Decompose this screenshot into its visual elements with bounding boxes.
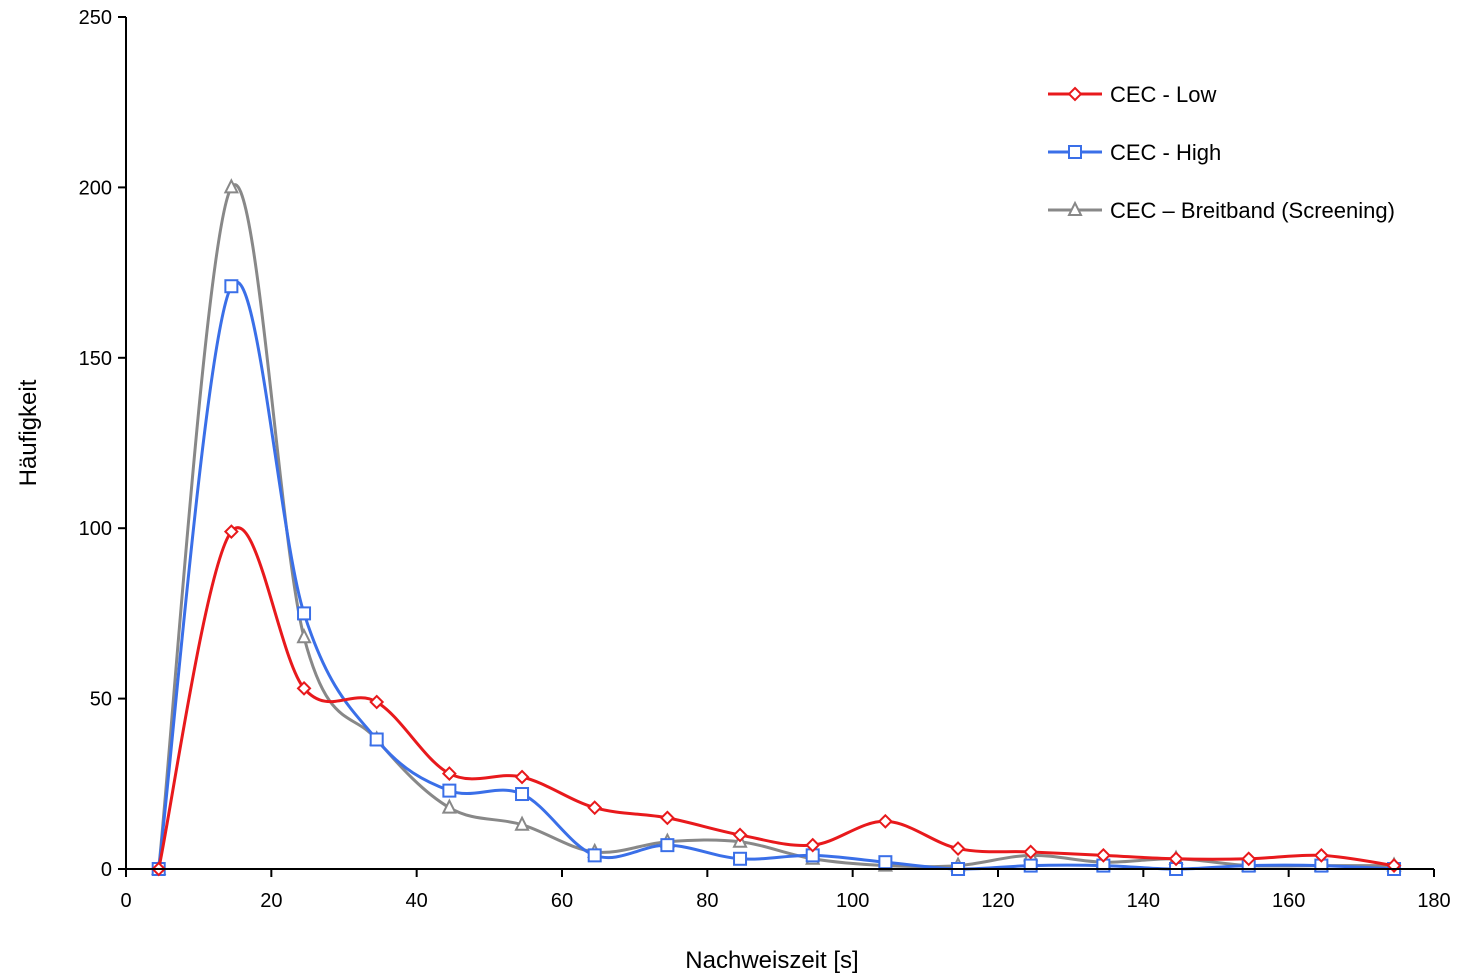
- legend-label: CEC - Low: [1110, 82, 1216, 107]
- data-point: [733, 851, 748, 866]
- data-point: [514, 769, 530, 785]
- legend-item: CEC - High: [1048, 140, 1221, 165]
- x-tick-label: 120: [981, 890, 1014, 912]
- x-tick-label: 0: [120, 890, 131, 912]
- data-point: [1168, 851, 1184, 867]
- data-point: [515, 787, 530, 802]
- series-line: [157, 280, 1395, 871]
- y-tick-label: 250: [79, 7, 112, 29]
- data-point: [369, 732, 384, 747]
- y-axis-title: Häufigkeit: [15, 379, 42, 486]
- data-point: [296, 628, 312, 644]
- series-line: [157, 526, 1395, 870]
- data-point: [587, 848, 602, 863]
- series-2: [151, 178, 1402, 875]
- legend-item: CEC - Low: [1048, 82, 1216, 107]
- data-point: [660, 838, 675, 853]
- y-tick-label: 50: [90, 689, 112, 711]
- legend-item: CEC – Breitband (Screening): [1048, 198, 1395, 223]
- legend-marker: [1067, 200, 1083, 216]
- data-point: [441, 766, 457, 781]
- series-0: [151, 524, 1402, 877]
- data-point: [297, 606, 312, 621]
- y-tick-label: 0: [101, 859, 112, 881]
- x-tick-label: 140: [1127, 890, 1160, 912]
- series-layer: [151, 178, 1402, 877]
- data-point: [296, 680, 312, 696]
- x-tick-label: 20: [260, 890, 282, 912]
- legend-marker: [1067, 86, 1083, 102]
- data-point: [514, 815, 530, 831]
- x-tick-label: 100: [836, 890, 869, 912]
- axes: 0 20 40 60 80 100 120 140 160 180 0 50 100 150 200 250: [79, 7, 1451, 912]
- series-1: [151, 279, 1402, 876]
- data-point: [1241, 851, 1257, 867]
- data-point: [950, 841, 966, 856]
- data-point: [1095, 847, 1111, 863]
- legend-label: CEC – Breitband (Screening): [1110, 198, 1395, 223]
- series-line: [157, 183, 1395, 870]
- data-point: [223, 524, 239, 540]
- x-tick-label: 60: [551, 890, 573, 912]
- x-tick-label: 160: [1272, 890, 1305, 912]
- data-point: [805, 837, 821, 853]
- x-tick-label: 180: [1417, 890, 1450, 912]
- data-point: [659, 810, 675, 826]
- data-point: [441, 798, 457, 814]
- x-tick-label: 40: [406, 890, 428, 912]
- x-tick-label: 80: [696, 890, 718, 912]
- x-axis-title: Nachweiszeit [s]: [685, 947, 858, 974]
- data-point: [1023, 844, 1039, 860]
- data-point: [224, 279, 239, 294]
- y-tick-label: 150: [79, 348, 112, 370]
- data-point: [442, 783, 457, 798]
- data-point: [878, 855, 893, 870]
- data-point: [1313, 847, 1329, 863]
- y-tick-label: 200: [79, 177, 112, 199]
- data-point: [587, 800, 603, 816]
- legend-label: CEC - High: [1110, 140, 1221, 165]
- data-point: [732, 827, 748, 843]
- legend-marker: [1068, 145, 1082, 159]
- data-point: [223, 178, 239, 194]
- legend: CEC - Low CEC - High CEC – Breitband (Scre…: [1048, 82, 1395, 223]
- data-point: [877, 813, 893, 829]
- y-tick-label: 100: [79, 518, 112, 540]
- data-point: [369, 694, 385, 710]
